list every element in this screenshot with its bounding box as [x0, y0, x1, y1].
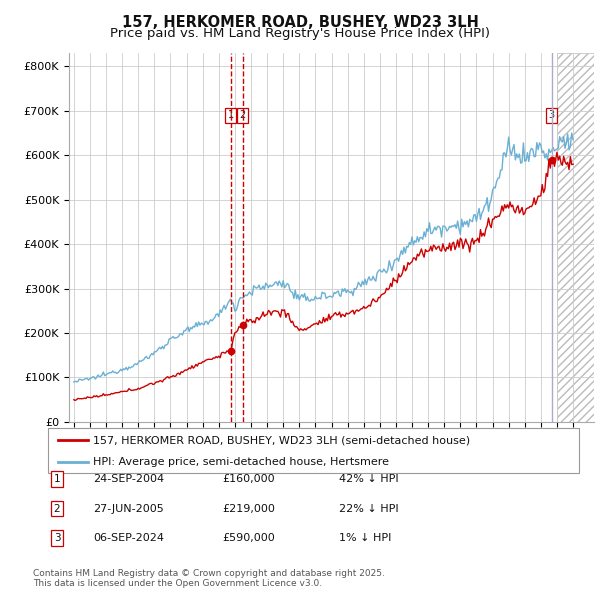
- Text: 1: 1: [227, 110, 233, 120]
- FancyBboxPatch shape: [48, 428, 579, 473]
- Text: £219,000: £219,000: [222, 504, 275, 513]
- Text: 157, HERKOMER ROAD, BUSHEY, WD23 3LH: 157, HERKOMER ROAD, BUSHEY, WD23 3LH: [122, 15, 478, 30]
- Text: 42% ↓ HPI: 42% ↓ HPI: [339, 474, 398, 484]
- Text: 2: 2: [53, 504, 61, 513]
- Text: 1% ↓ HPI: 1% ↓ HPI: [339, 533, 391, 543]
- Text: 27-JUN-2005: 27-JUN-2005: [93, 504, 164, 513]
- Text: HPI: Average price, semi-detached house, Hertsmere: HPI: Average price, semi-detached house,…: [93, 457, 389, 467]
- Text: 3: 3: [53, 533, 61, 543]
- Text: 2: 2: [239, 110, 246, 120]
- Text: £590,000: £590,000: [222, 533, 275, 543]
- Text: 22% ↓ HPI: 22% ↓ HPI: [339, 504, 398, 513]
- Text: 157, HERKOMER ROAD, BUSHEY, WD23 3LH (semi-detached house): 157, HERKOMER ROAD, BUSHEY, WD23 3LH (se…: [93, 435, 470, 445]
- Text: £160,000: £160,000: [222, 474, 275, 484]
- Text: 24-SEP-2004: 24-SEP-2004: [93, 474, 164, 484]
- Text: 3: 3: [549, 110, 555, 120]
- Text: 1: 1: [53, 474, 61, 484]
- Text: 06-SEP-2024: 06-SEP-2024: [93, 533, 164, 543]
- Text: Contains HM Land Registry data © Crown copyright and database right 2025.
This d: Contains HM Land Registry data © Crown c…: [33, 569, 385, 588]
- Text: Price paid vs. HM Land Registry's House Price Index (HPI): Price paid vs. HM Land Registry's House …: [110, 27, 490, 40]
